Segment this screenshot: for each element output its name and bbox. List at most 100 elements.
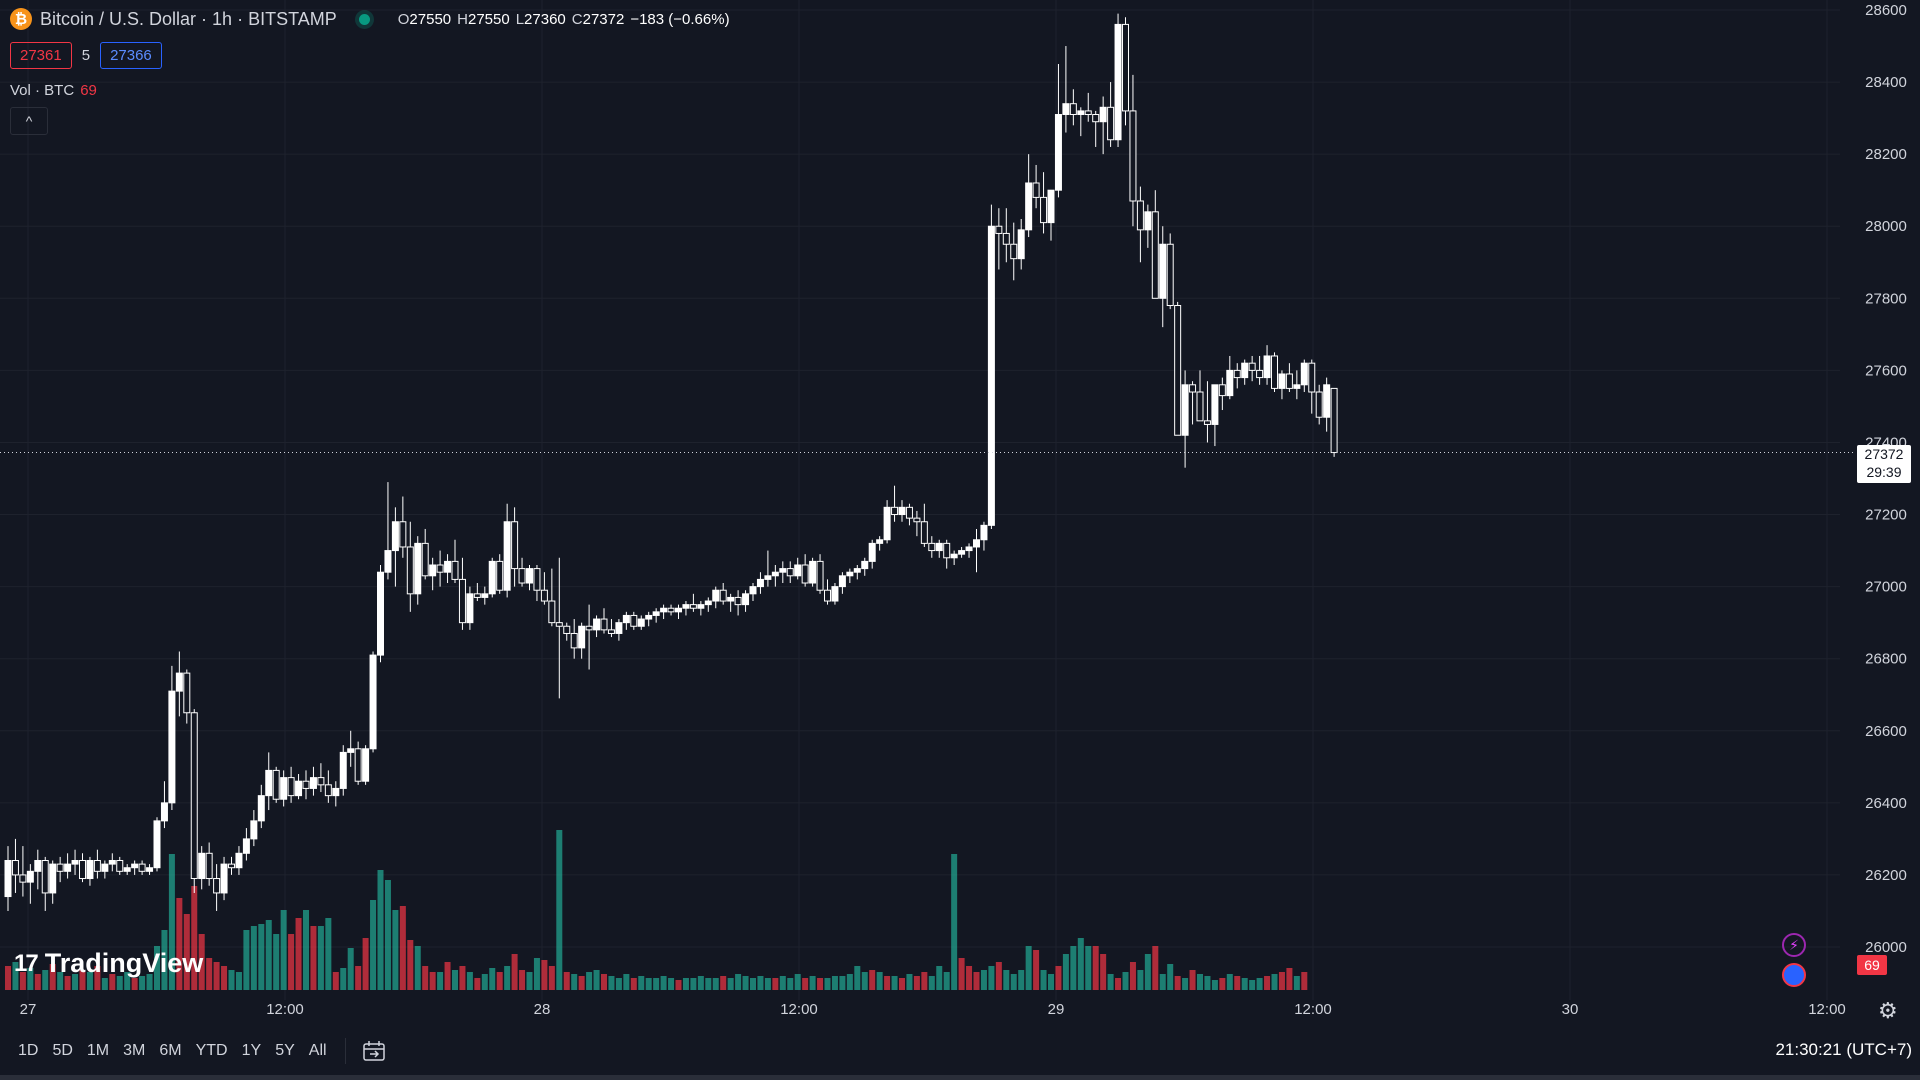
y-tick-label: 26000	[1865, 939, 1907, 956]
sell-button[interactable]: 27361	[10, 42, 72, 69]
candle	[377, 564, 384, 663]
us-flag-icon[interactable]	[1782, 963, 1806, 987]
volume-bar	[310, 926, 317, 990]
range-all-button[interactable]: All	[308, 1042, 327, 1059]
candle-body	[928, 542, 936, 552]
candle-body	[1114, 23, 1122, 141]
candle-body	[861, 560, 869, 570]
candle	[615, 619, 623, 641]
candle	[846, 568, 854, 584]
volume-bar	[1144, 954, 1151, 990]
candle-body	[1159, 243, 1167, 299]
candle-body	[26, 870, 34, 883]
candle	[49, 860, 57, 904]
volume-bar	[675, 980, 682, 990]
candle	[838, 572, 846, 594]
volume-bar	[623, 974, 630, 990]
candle	[1062, 46, 1070, 133]
volume-bar	[1264, 976, 1271, 990]
candle	[585, 604, 593, 670]
volume-bar	[1055, 966, 1062, 990]
volume-bar	[1085, 946, 1092, 990]
range-1y-button[interactable]: 1Y	[241, 1042, 262, 1059]
candle	[473, 583, 481, 602]
candle	[913, 510, 921, 537]
candle-body	[488, 560, 496, 595]
candle	[1174, 301, 1182, 436]
candle-body	[421, 542, 429, 577]
buy-button[interactable]: 27366	[100, 42, 162, 69]
collapse-legend-button[interactable]: ^	[10, 107, 48, 135]
volume-bar	[757, 976, 764, 990]
volume-bar	[1107, 974, 1114, 990]
candle	[965, 543, 973, 558]
range-6m-button[interactable]: 6M	[159, 1042, 182, 1059]
range-1d-button[interactable]: 1D	[18, 1042, 39, 1059]
chart-grid	[0, 0, 1840, 1000]
volume-bar	[951, 854, 958, 990]
candle	[11, 838, 19, 893]
bar-countdown: 29:39	[1866, 464, 1902, 480]
candle-body	[973, 539, 980, 548]
volume-bar	[690, 978, 697, 990]
candle-body	[503, 521, 511, 591]
candle-body	[511, 521, 519, 570]
lightning-icon[interactable]: ⚡	[1782, 933, 1806, 957]
volume-legend: Vol · BTC 69	[10, 82, 97, 99]
volume-value: 69	[80, 82, 97, 99]
volume-bar	[459, 966, 466, 990]
timezone-clock[interactable]: 21:30:21 (UTC+7)	[1775, 1040, 1912, 1059]
close-value: 27372	[582, 10, 625, 28]
volume-bar	[183, 914, 190, 990]
volume-bar	[161, 930, 168, 990]
candle-body	[779, 568, 787, 573]
market-status-icon[interactable]	[358, 13, 370, 25]
symbol-title[interactable]: Bitcoin / U.S. Dollar · 1h · BITSTAMP	[40, 8, 337, 29]
candle	[1136, 186, 1144, 263]
candle-body	[838, 575, 846, 588]
calendar-goto-icon[interactable]	[362, 1040, 386, 1062]
candle	[190, 709, 198, 893]
candle	[220, 856, 228, 901]
candle	[93, 849, 101, 879]
candle-body	[570, 632, 578, 649]
gear-icon[interactable]: ⚙	[1878, 998, 1898, 1023]
candle	[228, 856, 235, 875]
range-3m-button[interactable]: 3M	[123, 1042, 146, 1059]
volume-bar	[131, 978, 138, 990]
volume-bar	[384, 880, 391, 990]
volume-bar	[34, 974, 41, 990]
volume-bar	[504, 966, 511, 990]
volume-bar	[846, 974, 853, 990]
volume-bar	[466, 972, 473, 990]
volume-bar	[1033, 950, 1040, 990]
candle	[764, 550, 772, 587]
volume-bar	[526, 972, 533, 990]
volume-bar	[139, 976, 146, 990]
candle	[235, 846, 243, 875]
candle-body	[689, 604, 697, 609]
candle-body	[1099, 106, 1107, 123]
candle-body	[1069, 103, 1077, 116]
range-1m-button[interactable]: 1M	[86, 1042, 110, 1059]
range-5d-button[interactable]: 5D	[52, 1042, 73, 1059]
candle	[928, 536, 936, 558]
candle-body	[727, 596, 735, 602]
volume-bar	[958, 958, 965, 990]
candle	[496, 554, 504, 594]
volume-bar	[414, 946, 421, 990]
candle-body	[965, 546, 973, 552]
candle	[1040, 172, 1048, 234]
volume-bar	[511, 954, 518, 990]
range-ytd-button[interactable]: YTD	[195, 1042, 228, 1059]
candle	[652, 608, 660, 623]
candle-body	[652, 611, 660, 616]
range-5y-button[interactable]: 5Y	[275, 1042, 295, 1059]
candle	[712, 586, 720, 609]
candle	[414, 536, 422, 605]
candle	[600, 608, 608, 634]
spread-value: 5	[81, 47, 91, 64]
volume-bar	[1167, 964, 1174, 990]
candle-body	[205, 852, 213, 880]
